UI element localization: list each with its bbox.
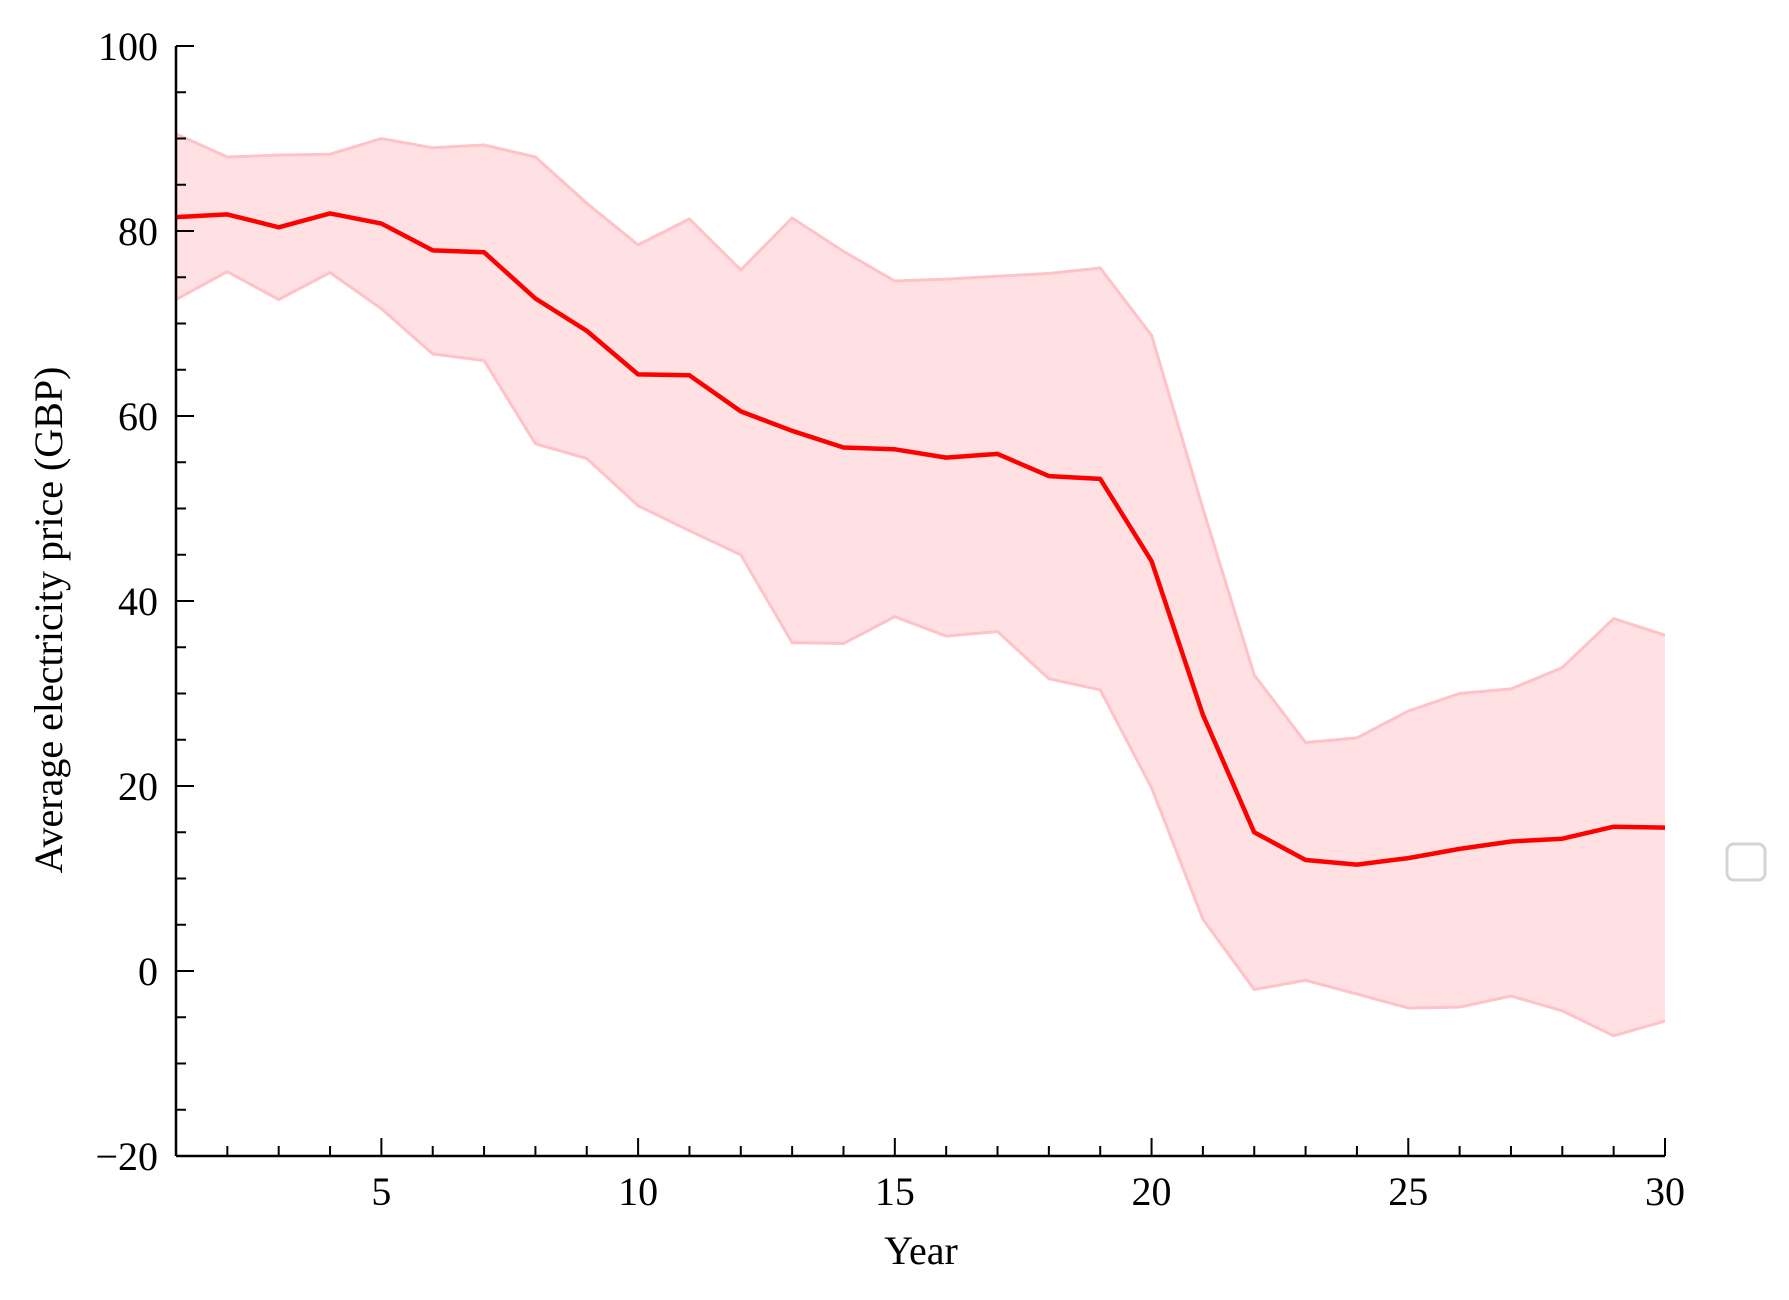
y-tick-label: 40 [118, 579, 158, 624]
y-tick-label: 0 [138, 949, 158, 994]
y-axis-title: Average electricity price (GBP) [26, 367, 71, 874]
y-tick-label: 60 [118, 394, 158, 439]
x-tick-label: 5 [371, 1169, 391, 1214]
x-tick-label: 25 [1388, 1169, 1428, 1214]
x-tick-label: 10 [618, 1169, 658, 1214]
y-tick-label: −20 [95, 1134, 158, 1179]
confidence-band [175, 132, 1666, 1038]
legend-box [1725, 842, 1767, 882]
band-area [176, 133, 1665, 1036]
tick-marks [175, 45, 1666, 1157]
y-tick-label: 80 [118, 209, 158, 254]
mean-line [175, 211, 1666, 867]
mean-price-line [175, 211, 1666, 867]
band-lower-edge [175, 269, 1666, 1038]
x-tick-label: 20 [1132, 1169, 1172, 1214]
tick-labels: −20 0 20 40 60 80 100 5 10 15 20 25 30 [95, 24, 1685, 1214]
x-tick-label: 30 [1645, 1169, 1685, 1214]
y-tick-label: 100 [98, 24, 158, 69]
y-tick-label: 20 [118, 764, 158, 809]
x-axis-title: Year [884, 1228, 958, 1273]
x-tick-label: 15 [875, 1169, 915, 1214]
band-upper-edge [175, 132, 1666, 745]
